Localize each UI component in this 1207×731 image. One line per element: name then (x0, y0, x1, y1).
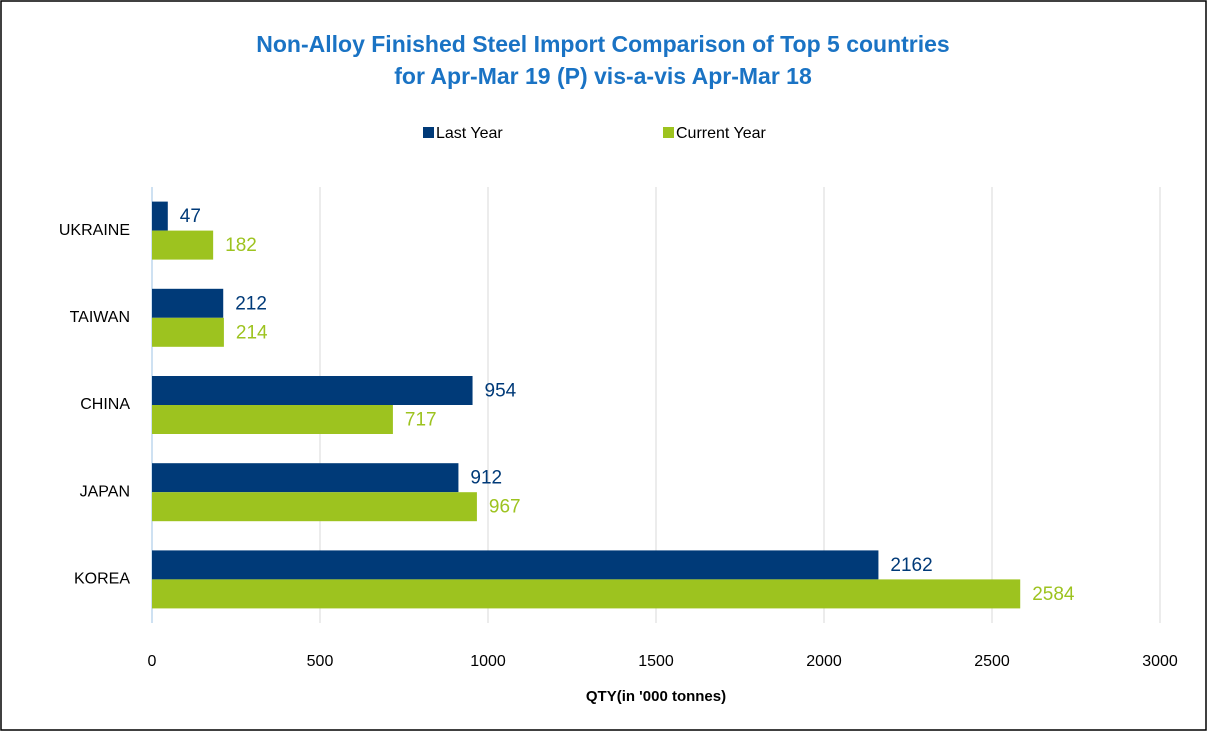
bar (152, 579, 1021, 609)
data-label: 2162 (890, 555, 932, 576)
bar (152, 230, 214, 260)
data-label: 717 (405, 410, 437, 431)
data-label: 214 (236, 322, 268, 343)
bar (152, 376, 473, 405)
legend-swatch (663, 127, 674, 138)
data-label: 2584 (1032, 584, 1075, 605)
data-label: 912 (470, 468, 502, 489)
legend-label: Last Year (436, 125, 503, 142)
chart-title: Non-Alloy Finished Steel Import Comparis… (256, 31, 949, 57)
bar (152, 492, 477, 522)
chart-title: for Apr-Mar 19 (P) vis-a-vis Apr-Mar 18 (394, 63, 812, 89)
y-tick-label: UKRAINE (59, 222, 130, 239)
bar (152, 317, 224, 347)
data-label: 954 (485, 381, 517, 402)
y-tick-label: KOREA (74, 571, 130, 588)
x-tick-label: 2000 (806, 653, 842, 670)
x-tick-label: 500 (307, 653, 334, 670)
data-label: 47 (180, 206, 201, 227)
data-label: 182 (225, 235, 257, 256)
x-tick-label: 0 (148, 653, 157, 670)
x-tick-label: 3000 (1142, 653, 1178, 670)
bar (152, 288, 224, 318)
x-tick-label: 1500 (638, 653, 674, 670)
legend-label: Current Year (676, 125, 767, 142)
legend-swatch (423, 127, 434, 138)
data-label: 967 (489, 497, 521, 518)
y-tick-label: JAPAN (80, 483, 130, 500)
bar (152, 405, 393, 434)
x-tick-label: 2500 (974, 653, 1010, 670)
x-tick-label: 1000 (470, 653, 506, 670)
bar (152, 550, 879, 580)
y-tick-label: CHINA (80, 396, 130, 413)
x-axis-label: QTY(in '000 tonnes) (586, 688, 726, 705)
y-tick-label: TAIWAN (70, 309, 130, 326)
bar (152, 201, 168, 231)
bar (152, 463, 459, 493)
data-label: 212 (235, 293, 267, 314)
